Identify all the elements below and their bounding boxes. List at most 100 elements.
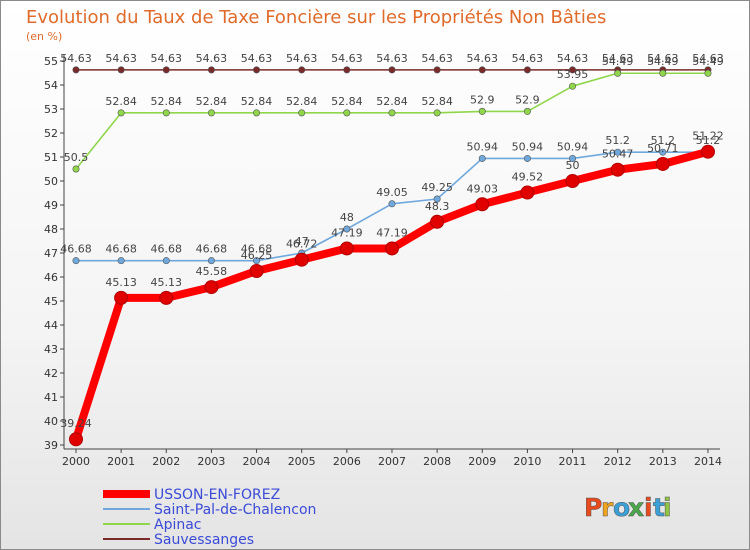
chart-title: Evolution du Taux de Taxe Foncière sur l…	[26, 7, 606, 28]
x-tick-label: 2002	[152, 455, 180, 468]
x-tick-label: 2010	[513, 455, 541, 468]
data-point	[478, 66, 486, 74]
data-point	[523, 154, 531, 162]
logo-letter: o	[613, 493, 630, 522]
data-point	[207, 66, 215, 74]
data-point	[117, 109, 125, 117]
data-label: 46.68	[241, 243, 273, 256]
data-label: 52.84	[421, 95, 453, 108]
data-label: 52.84	[286, 95, 318, 108]
data-point	[253, 257, 261, 265]
data-label: 54.63	[602, 52, 634, 65]
data-point	[523, 107, 531, 115]
logo-letter: t	[653, 493, 665, 522]
data-point	[298, 66, 306, 74]
data-label: 54.63	[647, 52, 679, 65]
data-point	[430, 214, 445, 229]
data-label: 47	[295, 235, 309, 248]
data-label: 54.63	[60, 52, 92, 65]
y-tick-label: 43	[44, 343, 58, 356]
data-label: 46.25	[241, 249, 273, 262]
data-label: 46.68	[151, 243, 183, 256]
data-label: 52.84	[331, 95, 363, 108]
data-point	[294, 252, 309, 267]
data-point	[569, 154, 577, 162]
data-point	[614, 148, 622, 156]
data-point	[72, 165, 80, 173]
data-label: 48.3	[425, 200, 450, 213]
data-point	[388, 200, 396, 208]
data-point	[69, 432, 83, 447]
data-point	[388, 109, 396, 117]
data-point	[384, 241, 399, 256]
x-tick-label: 2014	[694, 455, 722, 468]
y-tick-label: 40	[44, 415, 58, 428]
data-point	[655, 156, 670, 171]
x-tick-label: 2012	[604, 455, 632, 468]
data-label: 49.25	[421, 181, 453, 194]
x-tick-label: 2003	[197, 455, 225, 468]
data-point	[162, 257, 170, 265]
data-label: 46.68	[196, 243, 228, 256]
data-label: 46.72	[286, 238, 318, 251]
y-tick-label: 47	[44, 247, 58, 260]
series-sauvessanges: 54.63 54.63 54.63 54.63 54.63 54.63 54.63 54.63…	[60, 52, 724, 74]
data-label: 54.63	[467, 52, 499, 65]
data-point	[298, 109, 306, 117]
data-point	[433, 195, 441, 203]
data-label: 39.24	[60, 417, 92, 430]
y-tick-label: 48	[44, 223, 58, 236]
x-tick-label: 2001	[107, 455, 135, 468]
data-label: 47.19	[331, 226, 363, 239]
data-point	[117, 257, 125, 265]
data-point	[114, 290, 129, 305]
y-tick-label: 45	[44, 295, 58, 308]
data-point	[117, 66, 125, 74]
x-tick-label: 2007	[378, 455, 406, 468]
logo-letter: P	[584, 493, 602, 522]
data-point	[704, 69, 712, 77]
data-point	[659, 148, 667, 156]
data-label: 54.49	[692, 55, 724, 68]
data-label: 54.63	[557, 52, 589, 65]
data-point	[520, 185, 535, 200]
data-label: 52.9	[515, 93, 540, 106]
data-point	[162, 66, 170, 74]
data-label: 54.49	[602, 55, 634, 68]
data-point	[700, 144, 715, 159]
legend-label: Saint-Pal-de-Chalencon	[154, 502, 316, 518]
y-tick-label: 46	[44, 271, 58, 284]
data-label: 49.03	[467, 182, 499, 195]
data-label: 49.52	[512, 171, 544, 184]
data-point	[253, 109, 261, 117]
data-label: 54.63	[421, 52, 453, 65]
data-point	[72, 66, 80, 74]
data-point	[343, 66, 351, 74]
data-point	[610, 162, 625, 177]
y-tick-label: 50	[44, 175, 58, 188]
y-tick-label: 41	[44, 391, 58, 404]
logo-letter: i	[644, 493, 653, 522]
x-tick-label: 2006	[333, 455, 361, 468]
y-tick-label: 54	[44, 79, 58, 92]
x-tick-label: 2004	[243, 455, 271, 468]
data-label: 47.19	[376, 226, 408, 239]
data-point	[433, 66, 441, 74]
y-tick-label: 53	[44, 103, 58, 116]
proxiti-logo: Pr ox i ti	[584, 493, 672, 523]
data-label: 45.13	[151, 276, 183, 289]
data-point	[72, 257, 80, 265]
logo-letter: r	[601, 493, 614, 522]
data-label: 45.13	[105, 276, 137, 289]
series-apinac: 50.5 52.84 52.84 52.84 52.84 52.84 52.84 52.84 5…	[64, 55, 724, 173]
y-tick-label: 49	[44, 199, 58, 212]
data-point	[343, 109, 351, 117]
data-point	[478, 107, 486, 115]
data-label: 54.63	[151, 52, 183, 65]
data-point	[614, 69, 622, 77]
data-label: 54.63	[692, 52, 724, 65]
data-point	[388, 66, 396, 74]
data-label: 46.68	[60, 243, 92, 256]
data-label: 52.84	[105, 95, 137, 108]
